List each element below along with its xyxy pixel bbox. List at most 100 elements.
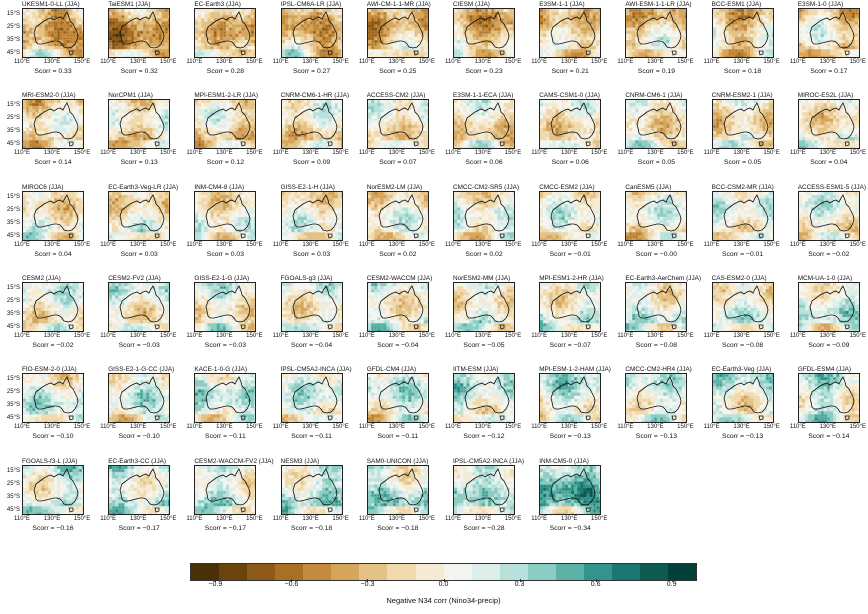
map-cell <box>315 33 319 38</box>
map-cell <box>158 100 163 104</box>
significance-stipple <box>470 16 472 18</box>
map-cell <box>657 12 661 16</box>
map-cell <box>401 55 406 57</box>
map-cell <box>731 55 735 57</box>
map-cell <box>808 43 812 47</box>
map-cell <box>143 125 147 129</box>
map-cell <box>47 125 52 129</box>
map-cell <box>254 55 256 57</box>
map-cell <box>213 134 218 138</box>
map-cell <box>512 24 514 28</box>
map-cell <box>226 21 230 25</box>
map-cell <box>679 55 683 57</box>
map-cell <box>383 27 387 31</box>
map-cell <box>481 33 486 38</box>
map-cell <box>497 55 501 57</box>
significance-stipple <box>840 10 841 11</box>
x-tick-label: 130°E <box>733 59 749 66</box>
map-cell <box>78 121 83 126</box>
map-cell <box>811 18 815 22</box>
map-cell <box>669 52 674 56</box>
map-cell <box>146 15 150 19</box>
map-cell <box>26 36 30 41</box>
map-cell <box>161 40 166 44</box>
map-cell <box>226 121 230 126</box>
map-cell <box>312 18 316 22</box>
map-cell <box>213 12 218 16</box>
map-cell <box>204 137 208 141</box>
map-cell <box>463 27 467 31</box>
map-cell <box>115 109 119 113</box>
map-cell <box>771 9 773 13</box>
map-cell <box>251 40 255 44</box>
map-cell <box>75 146 79 149</box>
map-cell <box>771 55 773 57</box>
map-cell <box>287 15 292 19</box>
map-cell <box>75 115 79 120</box>
map-cell <box>798 55 803 57</box>
map-cell <box>284 36 288 41</box>
map-cell <box>220 15 224 19</box>
map-cell <box>133 15 138 19</box>
map-cell <box>749 12 754 16</box>
map-cell <box>488 33 492 38</box>
map-cell <box>248 33 252 38</box>
map-cell <box>768 36 772 41</box>
significance-stipple <box>630 10 632 11</box>
map-cell <box>835 9 840 13</box>
map-cell <box>168 49 170 53</box>
map-cell <box>561 36 566 41</box>
map-cell <box>666 15 670 19</box>
map-cell <box>229 15 233 19</box>
map-cell <box>38 131 42 135</box>
map-cell <box>743 18 747 22</box>
map-cell <box>121 118 125 123</box>
map-cell <box>309 46 313 50</box>
map-cell <box>201 121 205 126</box>
significance-stipple <box>159 28 161 30</box>
map-cell <box>398 40 403 44</box>
map-cell <box>238 140 243 144</box>
map-cell <box>168 115 170 120</box>
map-cell <box>44 12 48 16</box>
map-cell <box>724 46 729 50</box>
map-cell <box>740 24 744 28</box>
map-cell <box>143 128 147 132</box>
map-cell <box>768 49 772 53</box>
significance-stipple <box>64 19 66 21</box>
significance-stipple <box>304 28 306 30</box>
x-tick-label: 150°E <box>591 59 607 66</box>
significance-stipple <box>319 53 321 55</box>
map-cell <box>641 52 646 56</box>
map-cell <box>47 131 52 135</box>
map-cell <box>426 46 428 50</box>
map-cell <box>463 55 467 57</box>
map-cell <box>223 121 227 126</box>
map-cell <box>672 55 677 57</box>
map-cell <box>210 24 215 28</box>
map-cell <box>512 21 514 25</box>
map-cell <box>500 9 504 13</box>
map-cell <box>817 40 821 44</box>
map-cell <box>672 24 677 28</box>
map-cell <box>164 137 169 141</box>
map-cell <box>300 43 304 47</box>
map-cell <box>78 46 83 50</box>
map-cell <box>38 112 42 116</box>
map-cell <box>632 9 636 13</box>
map-cell <box>133 40 138 44</box>
map-cell <box>367 52 372 56</box>
significance-stipple <box>163 56 164 57</box>
map-cell <box>669 49 674 53</box>
map-cell <box>494 49 498 53</box>
map-cell <box>417 9 421 13</box>
map-cell <box>509 30 514 34</box>
map-cell <box>457 49 461 53</box>
map-cell <box>592 18 597 22</box>
map-cell <box>469 9 473 13</box>
significance-stipple <box>372 47 373 49</box>
map-cell <box>44 15 48 19</box>
map-cell <box>589 55 594 57</box>
map-cell <box>229 46 233 50</box>
map-cell <box>749 21 754 25</box>
